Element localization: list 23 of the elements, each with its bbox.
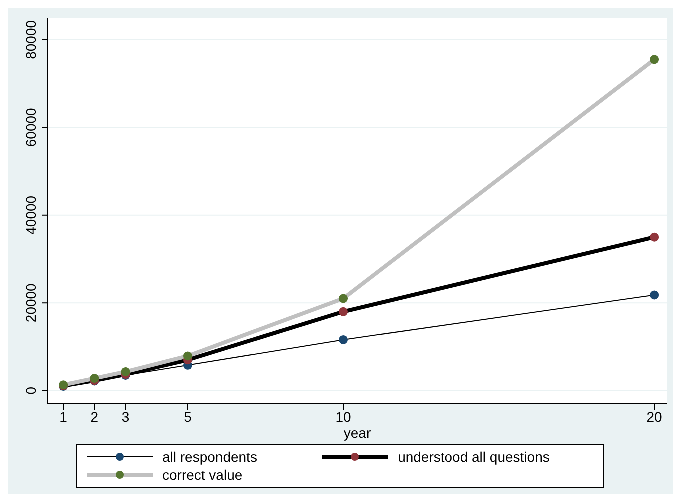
point: [650, 290, 660, 300]
y-tick-label: 20000: [23, 283, 39, 323]
y-tick-label: 80000: [23, 20, 39, 60]
point: [339, 294, 348, 304]
point: [183, 352, 192, 361]
legend-label: all respondents: [162, 449, 258, 465]
point: [650, 232, 660, 242]
x-tick-label: 5: [184, 408, 192, 425]
y-tick-label: 40000: [23, 196, 39, 235]
x-tick-label: 2: [90, 408, 99, 425]
y-tick-label: 60000: [23, 108, 39, 148]
point: [339, 335, 348, 344]
point: [339, 307, 348, 316]
y-tick-label: 0: [23, 386, 39, 395]
x-tick-label: 20: [646, 408, 663, 425]
point: [121, 367, 130, 376]
point: [650, 55, 660, 64]
x-axis-title: year: [344, 425, 372, 441]
legend-label: correct value: [162, 467, 243, 483]
x-tick-label: 10: [336, 408, 352, 425]
x-tick-label: 1: [60, 408, 68, 425]
legend-label: understood all questions: [398, 449, 550, 465]
x-tick-label: 3: [122, 408, 130, 425]
